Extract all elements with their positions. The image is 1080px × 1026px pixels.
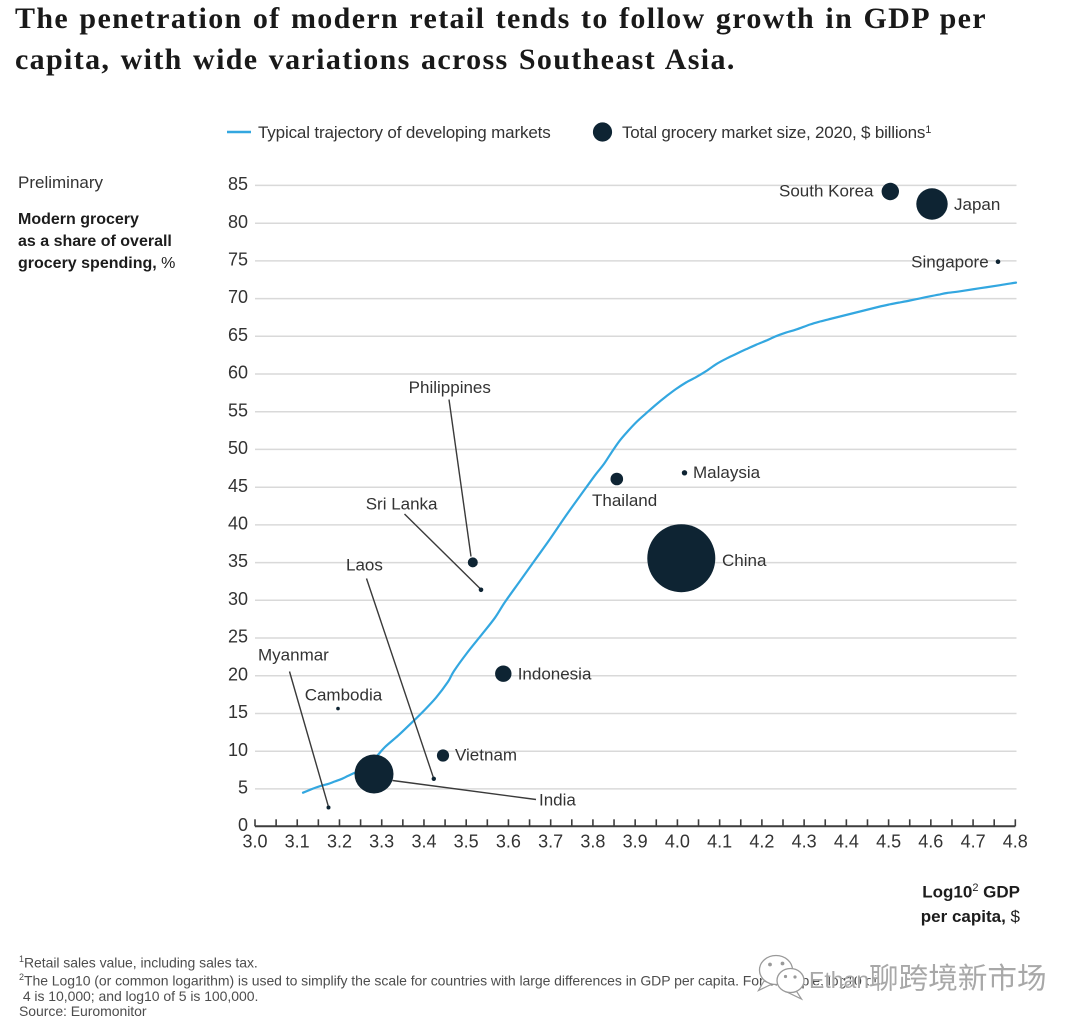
svg-text:85: 85	[228, 174, 248, 194]
svg-text:Thailand: Thailand	[592, 491, 657, 510]
svg-text:Japan: Japan	[954, 195, 1000, 214]
svg-text:4.5: 4.5	[876, 832, 901, 852]
svg-text:65: 65	[228, 325, 248, 345]
svg-text:50: 50	[228, 438, 248, 458]
svg-text:3.2: 3.2	[327, 832, 352, 852]
svg-text:4.0: 4.0	[665, 832, 690, 852]
svg-text:40: 40	[228, 514, 248, 534]
svg-text:70: 70	[228, 287, 248, 307]
svg-text:Singapore: Singapore	[911, 253, 989, 272]
svg-text:Philippines: Philippines	[409, 378, 491, 397]
svg-text:Indonesia: Indonesia	[518, 664, 592, 683]
svg-text:15: 15	[228, 702, 248, 722]
svg-text:Laos: Laos	[346, 556, 383, 575]
svg-text:80: 80	[228, 212, 248, 232]
svg-text:Cambodia: Cambodia	[305, 686, 383, 705]
svg-text:3.8: 3.8	[580, 832, 605, 852]
svg-text:3.1: 3.1	[285, 832, 310, 852]
svg-text:3.7: 3.7	[538, 832, 563, 852]
svg-text:Ethan: Ethan	[808, 966, 868, 992]
svg-text:4.7: 4.7	[961, 832, 986, 852]
svg-text:3.9: 3.9	[623, 832, 648, 852]
svg-text:Typical trajectory of developi: Typical trajectory of developing markets	[258, 123, 551, 142]
svg-text:4.6: 4.6	[918, 832, 943, 852]
svg-text:China: China	[722, 551, 767, 570]
svg-text:10: 10	[228, 740, 248, 760]
svg-text:5: 5	[238, 778, 248, 798]
svg-text:Total grocery market size, 202: Total grocery market size, 2020, $ billi…	[622, 123, 931, 142]
svg-text:3.3: 3.3	[369, 832, 394, 852]
svg-text:45: 45	[228, 476, 248, 496]
svg-text:55: 55	[228, 400, 248, 420]
svg-text:3.4: 3.4	[411, 832, 436, 852]
svg-text:4.4: 4.4	[834, 832, 859, 852]
svg-text:3.0: 3.0	[242, 832, 267, 852]
svg-text:20: 20	[228, 664, 248, 684]
svg-text:35: 35	[228, 551, 248, 571]
svg-text:60: 60	[228, 363, 248, 383]
svg-text:Myanmar: Myanmar	[258, 645, 329, 664]
svg-text:South Korea: South Korea	[779, 181, 874, 200]
svg-text:Ethan: Ethan	[809, 967, 869, 993]
svg-text:75: 75	[228, 250, 248, 270]
svg-text:0: 0	[238, 815, 248, 835]
svg-text:Vietnam: Vietnam	[455, 745, 517, 764]
svg-text:4.1: 4.1	[707, 832, 732, 852]
svg-text:4.8: 4.8	[1003, 832, 1028, 852]
svg-text:India: India	[539, 791, 576, 810]
svg-text:4.2: 4.2	[749, 832, 774, 852]
svg-text:30: 30	[228, 589, 248, 609]
svg-text:25: 25	[228, 627, 248, 647]
svg-text:3.5: 3.5	[454, 832, 479, 852]
svg-text:Sri Lanka: Sri Lanka	[366, 494, 438, 513]
svg-text:3.6: 3.6	[496, 832, 521, 852]
svg-text:4.3: 4.3	[792, 832, 817, 852]
svg-text:Malaysia: Malaysia	[693, 463, 761, 482]
